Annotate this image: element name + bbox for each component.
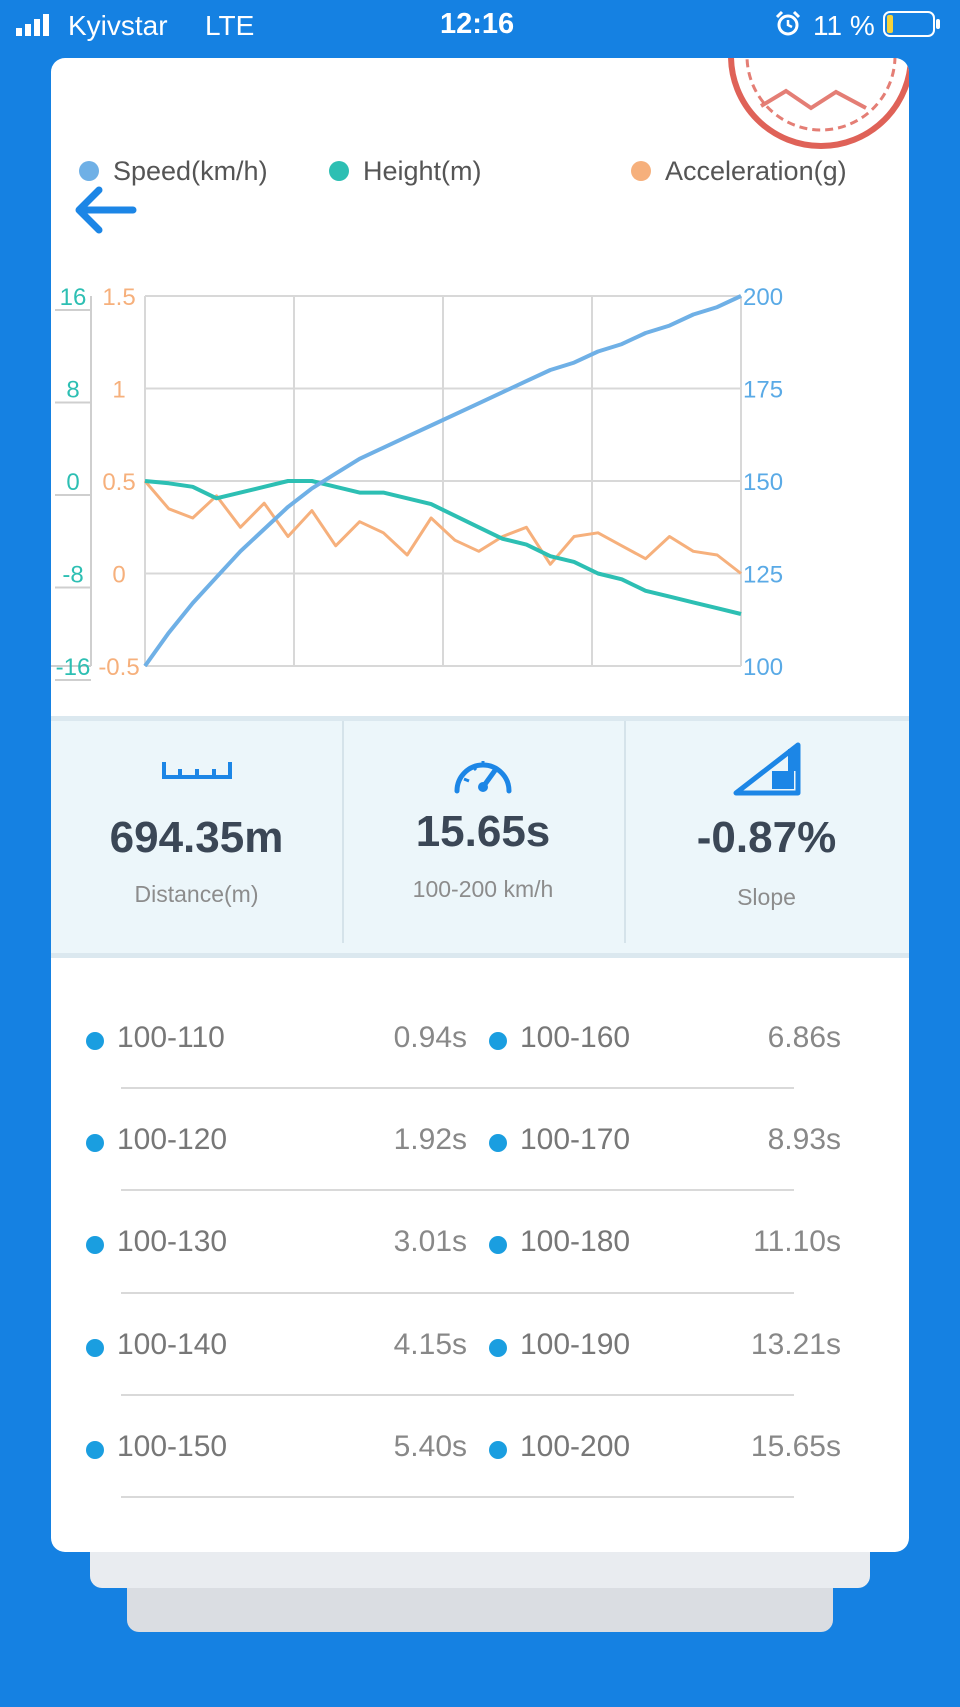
stat-slope: -0.87% Slope xyxy=(624,721,909,943)
row-divider xyxy=(121,1394,794,1396)
stat-distance-value: 694.35m xyxy=(109,813,284,862)
height-tick-label: 8 xyxy=(66,377,79,404)
split-time: 3.01s xyxy=(393,1225,467,1258)
height-tick-label: 16 xyxy=(60,284,87,311)
series-line-speed xyxy=(143,294,742,668)
legend-height-dot xyxy=(329,161,349,181)
result-card: Speed(km/h) Height(m) Acceleration(g) 16… xyxy=(51,58,909,1552)
split-time: 1.92s xyxy=(393,1123,467,1156)
split-time: 5.40s xyxy=(393,1430,467,1463)
split-label: 100-170 xyxy=(520,1123,631,1156)
stat-distance-label: Distance(m) xyxy=(134,881,259,907)
split-label: 100-160 xyxy=(520,1021,631,1054)
legend-speed: Speed(km/h) xyxy=(79,156,268,187)
split-label: 100-130 xyxy=(117,1225,228,1258)
acceleration-tick-label: -0.5 xyxy=(98,654,139,681)
speed-height-acceleration-chart: 16 8 0 -8 -16 1.5 1 0.5 0 -0.5 200 175 150 125 100 xyxy=(51,284,783,681)
split-time: 15.65s xyxy=(750,1430,841,1463)
legend-acceleration: Acceleration(g) xyxy=(631,156,847,187)
stats-panel: 694.35m Distance(m) 15.65s 100-200 km/h … xyxy=(51,716,909,958)
height-tick-label: -8 xyxy=(62,562,83,589)
split-time: 0.94s xyxy=(393,1021,467,1054)
split-label: 100-140 xyxy=(117,1328,228,1361)
stat-time-label: 100-200 km/h xyxy=(412,876,554,902)
legend-acceleration-label: Acceleration(g) xyxy=(665,156,847,186)
speed-tick-label: 200 xyxy=(743,284,783,311)
split-dot xyxy=(489,1441,507,1459)
battery-icon xyxy=(883,11,940,37)
split-label: 100-110 xyxy=(117,1021,225,1054)
split-dot xyxy=(86,1032,104,1050)
battery-percent: 11 % xyxy=(813,10,875,41)
speedometer-icon xyxy=(454,761,512,794)
acceleration-tick-label: 0.5 xyxy=(102,469,135,496)
stat-time-value: 15.65s xyxy=(415,807,551,856)
stat-distance: 694.35m Distance(m) xyxy=(51,721,344,943)
stat-time: 15.65s 100-200 km/h xyxy=(342,721,626,943)
stat-slope-label: Slope xyxy=(737,884,796,910)
row-divider xyxy=(121,1189,794,1191)
stamp-icon xyxy=(728,58,909,149)
split-time: 11.10s xyxy=(753,1225,841,1258)
split-dot xyxy=(86,1236,104,1254)
height-tick-label: 0 xyxy=(66,469,79,496)
status-bar: Kyivstar LTE 12:16 11 % xyxy=(0,0,960,52)
series-line-height xyxy=(144,479,742,616)
split-time: 4.15s xyxy=(393,1328,467,1361)
split-dot xyxy=(86,1441,104,1459)
legend-speed-label: Speed(km/h) xyxy=(113,156,268,186)
legend-height: Height(m) xyxy=(329,156,482,187)
split-dot xyxy=(86,1134,104,1152)
speed-tick-label: 125 xyxy=(743,562,783,589)
acceleration-tick-label: 1.5 xyxy=(102,284,135,311)
split-label: 100-150 xyxy=(117,1430,228,1463)
split-time: 6.86s xyxy=(767,1021,841,1054)
slope-icon xyxy=(733,742,800,796)
acceleration-tick-label: 1 xyxy=(112,377,125,404)
split-dot xyxy=(489,1134,507,1152)
speed-tick-label: 100 xyxy=(743,654,783,681)
back-arrow-icon[interactable] xyxy=(71,184,139,236)
stat-slope-value: -0.87% xyxy=(696,813,837,862)
alarm-icon xyxy=(775,10,801,36)
legend-speed-dot xyxy=(79,161,99,181)
row-divider xyxy=(121,1087,794,1089)
height-tick-label: -16 xyxy=(56,654,91,681)
split-dot xyxy=(489,1032,507,1050)
split-time: 8.93s xyxy=(767,1123,841,1156)
series-line-acceleration xyxy=(143,480,742,575)
ruler-icon xyxy=(161,762,232,779)
acceleration-tick-label: 0 xyxy=(112,562,125,589)
row-divider xyxy=(121,1292,794,1294)
speed-tick-label: 150 xyxy=(743,469,783,496)
row-divider xyxy=(121,1496,794,1498)
split-label: 100-180 xyxy=(520,1225,631,1258)
split-dot xyxy=(86,1339,104,1357)
split-time: 13.21s xyxy=(750,1328,841,1361)
network-type: LTE xyxy=(205,10,255,41)
clock: 12:16 xyxy=(440,8,515,40)
carrier-name: Kyivstar xyxy=(68,10,168,41)
split-label: 100-120 xyxy=(117,1123,228,1156)
signal-icon xyxy=(16,14,49,36)
split-dot xyxy=(489,1339,507,1357)
legend-acceleration-dot xyxy=(631,161,651,181)
split-label: 100-200 xyxy=(520,1430,631,1463)
legend-height-label: Height(m) xyxy=(363,156,482,186)
split-dot xyxy=(489,1236,507,1254)
split-label: 100-190 xyxy=(520,1328,631,1361)
speed-tick-label: 175 xyxy=(743,377,783,404)
